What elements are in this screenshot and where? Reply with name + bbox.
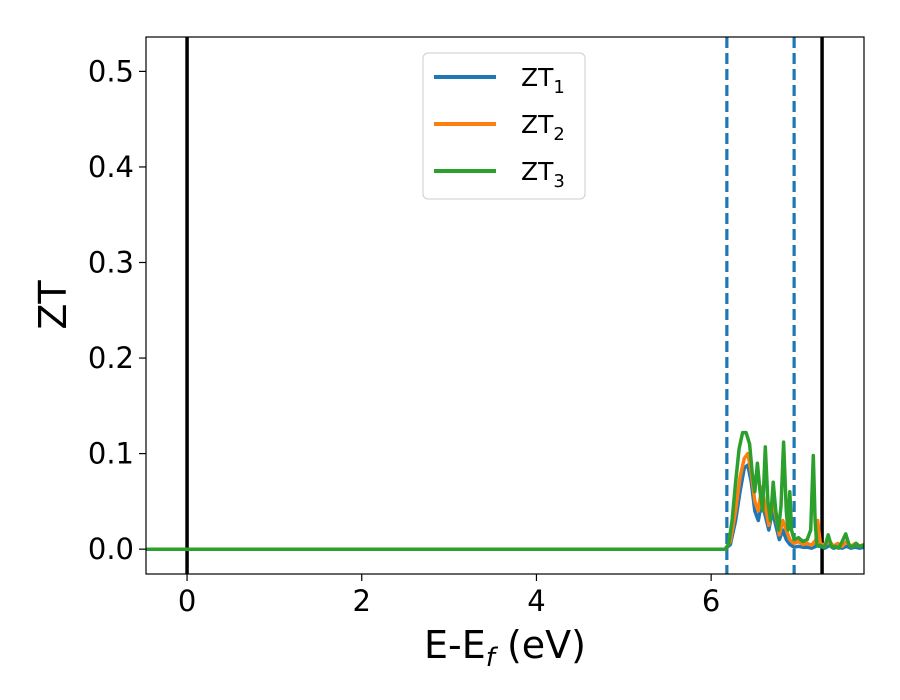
- y-tick-label: 0.1: [88, 437, 134, 471]
- y-tick-label: 0.3: [88, 246, 134, 280]
- vertical-reference-lines: [185, 37, 824, 574]
- y-tick-label: 0.5: [88, 54, 134, 88]
- x-axis-title: E-Ef (eV): [424, 623, 586, 673]
- series-line-zt3: [146, 430, 864, 551]
- x-tick-label: 4: [527, 584, 545, 618]
- legend: ZT1 ZT2 ZT3: [422, 52, 586, 200]
- y-axis-title: ZT: [31, 280, 75, 330]
- legend-label-zt1: ZT1: [521, 63, 565, 98]
- plot-frame: [145, 36, 865, 575]
- series-line-zt2: [146, 451, 864, 551]
- x-axis-title-unit: (eV): [495, 623, 586, 667]
- legend-label-zt3: ZT3: [521, 157, 565, 192]
- series-lines: [146, 430, 864, 551]
- y-tick-label: 0.0: [88, 532, 134, 566]
- legend-box: [422, 52, 586, 200]
- y-tick-label: 0.4: [88, 150, 134, 184]
- x-tick-label: 2: [353, 584, 371, 618]
- x-axis-title-main: E-E: [424, 623, 486, 667]
- x-axis-ticks: 0 2 4 6: [178, 574, 720, 618]
- x-tick-label: 0: [178, 584, 196, 618]
- x-tick-label: 6: [702, 584, 720, 618]
- y-tick-label: 0.2: [88, 341, 134, 375]
- legend-label-zt2: ZT2: [521, 110, 565, 145]
- y-axis-ticks: 0.0 0.1 0.2 0.3 0.4 0.5: [88, 54, 146, 566]
